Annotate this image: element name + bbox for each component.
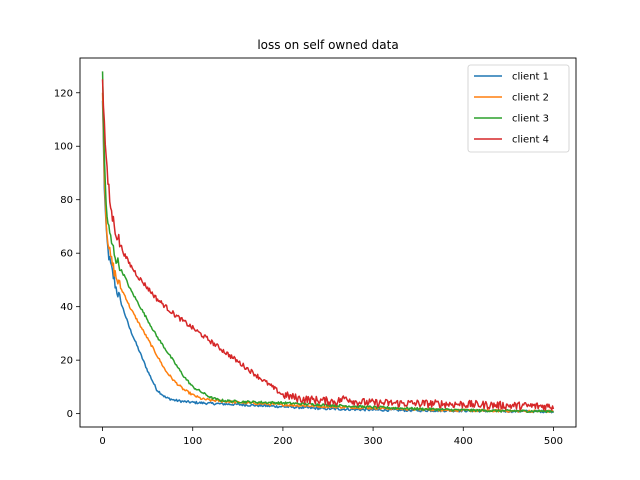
x-tick-label: 400 (454, 436, 473, 447)
x-tick-label: 100 (183, 436, 202, 447)
y-tick-label: 100 (54, 142, 73, 153)
x-tick-label: 0 (99, 436, 105, 447)
series-line-4 (101, 79, 555, 411)
legend: client 1 client 2 client 3 client 4 (467, 64, 570, 153)
x-tick-label: 500 (544, 436, 563, 447)
x-tick-label: 300 (364, 436, 383, 447)
legend-label: client 2 (512, 93, 549, 104)
chart-title: loss on self owned data (257, 38, 398, 52)
y-tick-label: 40 (60, 302, 73, 313)
y-tick-label: 0 (67, 409, 73, 420)
x-axis-ticks: 0 100 200 300 400 500 (99, 427, 563, 447)
legend-box (467, 64, 570, 153)
axes-frame (79, 57, 577, 428)
y-axis-ticks: 0 20 40 60 80 100 120 (54, 88, 80, 420)
y-tick-label: 120 (54, 88, 73, 99)
x-tick-label: 200 (273, 436, 292, 447)
plot-lines (101, 71, 555, 414)
legend-label: client 4 (512, 135, 549, 146)
legend-label: client 3 (512, 114, 549, 125)
y-tick-label: 60 (60, 249, 73, 260)
y-tick-label: 80 (60, 195, 73, 206)
legend-label: client 1 (512, 72, 549, 83)
y-tick-label: 20 (60, 356, 73, 367)
